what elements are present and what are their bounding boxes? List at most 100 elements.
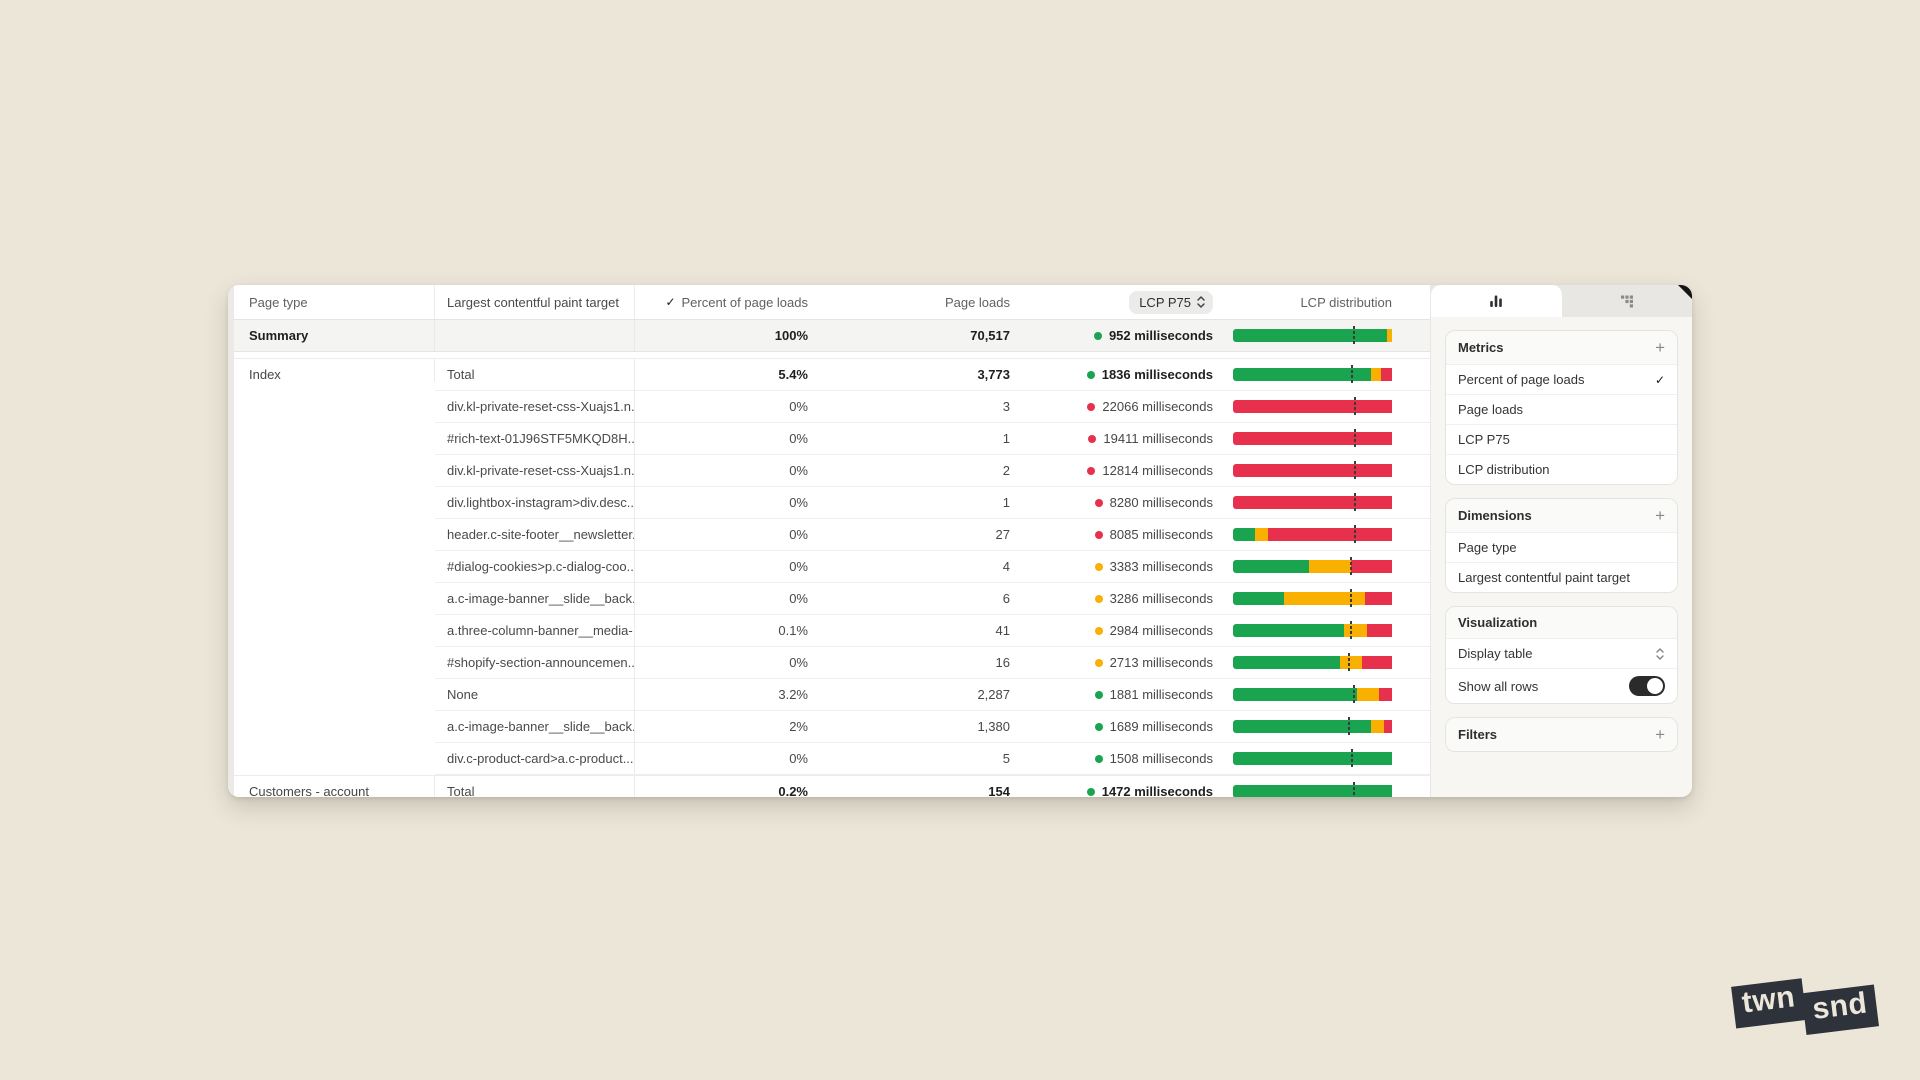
status-dot (1094, 626, 1103, 635)
lcp-distribution-cell (1225, 551, 1430, 582)
lcp-target-cell: None (435, 679, 635, 710)
lcp-p75-value: 22066 milliseconds (1102, 399, 1213, 414)
bar-segment-needs (1309, 560, 1351, 573)
add-filter-button[interactable]: + (1655, 725, 1665, 744)
tab-pivot-settings[interactable] (1562, 285, 1693, 317)
lcp-distribution-bar (1233, 365, 1392, 384)
pivot-grid-icon (1620, 295, 1633, 308)
lcp-distribution-bar (1233, 749, 1392, 768)
lcp-distribution-bar (1233, 525, 1392, 544)
lcp-p75-value: 8085 milliseconds (1109, 527, 1213, 542)
header-lcp-target-label: Largest contentful paint target (447, 294, 620, 310)
select-chevrons-icon (1656, 647, 1664, 660)
percent-cell: 0% (789, 751, 808, 766)
page-loads-cell: 2 (1002, 463, 1010, 478)
table-row: a.three-column-banner__media-... 0.1% 41 29… (435, 615, 1430, 647)
lcp-p75-value: 1472 milliseconds (1101, 784, 1213, 797)
header-page-type[interactable]: Page type (234, 285, 435, 319)
add-metric-button[interactable]: + (1655, 338, 1665, 357)
table-row: Total 0.2% 154 1472 milliseconds (435, 776, 1430, 797)
table-row: div.c-product-card>a.c-product... 0% 5 1508… (435, 743, 1430, 775)
metric-item-label: LCP P75 (1458, 432, 1510, 447)
lcp-p75-cell: 1689 milliseconds (1020, 711, 1225, 742)
lcp-p75-cell: 19411 milliseconds (1020, 423, 1225, 454)
bar-segment-needs (1283, 592, 1365, 605)
header-percent-label: Percent of page loads (681, 294, 808, 310)
status-dot (1094, 530, 1103, 539)
filters-card: Filters + (1445, 717, 1678, 752)
bar-segment-good (1233, 368, 1372, 381)
table-row: div.kl-private-reset-css-Xuajs1.n... 0% 3 2… (435, 391, 1430, 423)
bar-segment-good (1233, 688, 1358, 701)
sort-chevrons-icon (1197, 296, 1205, 308)
p75-marker-line (1348, 653, 1351, 672)
lcp-p75-value: 19411 milliseconds (1103, 431, 1213, 446)
section-gap (234, 352, 1430, 358)
percent-cell: 0% (789, 655, 808, 670)
header-page-loads[interactable]: Page loads (820, 285, 1020, 319)
lcp-p75-cell: 1472 milliseconds (1020, 776, 1225, 797)
status-dot (1094, 498, 1103, 507)
visualization-header: Visualization (1446, 607, 1677, 639)
p75-marker-line (1352, 685, 1355, 704)
page-loads-cell: 6 (1002, 591, 1010, 606)
lcp-distribution-cell (1225, 423, 1430, 454)
metric-item[interactable]: LCP distribution (1446, 455, 1677, 484)
bar-segment-good (1233, 656, 1340, 669)
page-loads-cell: 3,773 (977, 367, 1010, 382)
dimension-item-label: Largest contentful paint target (1458, 570, 1631, 585)
metric-item[interactable]: Page loads (1446, 395, 1677, 425)
summary-target-cell (435, 320, 635, 351)
lcp-p75-value: 3383 milliseconds (1109, 559, 1213, 574)
lcp-distribution-cell (1225, 679, 1430, 710)
status-dot (1086, 370, 1095, 379)
lcp-target-cell: div.kl-private-reset-css-Xuajs1.n... (435, 455, 635, 486)
table-header-row: Page type Largest contentful paint targe… (234, 285, 1430, 320)
tab-chart-settings[interactable] (1431, 285, 1562, 317)
summary-lcp-p75-value: 952 milliseconds (1108, 328, 1213, 343)
lcp-distribution-cell (1225, 359, 1430, 390)
header-lcp-distribution[interactable]: LCP distribution (1225, 285, 1430, 319)
lcp-p75-sort-button[interactable]: LCP P75 (1129, 290, 1213, 314)
metric-item[interactable]: LCP P75 (1446, 425, 1677, 455)
bar-segment-poor (1384, 720, 1392, 733)
group-rows: Total 5.4% 3,773 1836 milliseconds div.kl-pr… (435, 359, 1430, 775)
lcp-distribution-bar (1233, 429, 1392, 448)
dimensions-list: Page type Largest contentful paint target (1446, 533, 1677, 592)
summary-page-type: Summary (234, 320, 435, 351)
header-percent[interactable]: ✓ Percent of page loads (635, 285, 820, 319)
header-lcp-target[interactable]: Largest contentful paint target (435, 285, 635, 319)
add-dimension-button[interactable]: + (1655, 506, 1665, 525)
lcp-target-cell: #shopify-section-announcemen... (435, 647, 635, 678)
lcp-p75-cell: 3286 milliseconds (1020, 583, 1225, 614)
lcp-distribution-bar (1233, 621, 1392, 640)
p75-marker-line (1354, 429, 1357, 448)
visualization-title: Visualization (1458, 615, 1538, 630)
show-all-rows-label: Show all rows (1458, 678, 1539, 694)
twnsnd-logo: twn snd (1731, 970, 1879, 1043)
header-lcp-distribution-label: LCP distribution (1300, 294, 1392, 310)
bar-segment-poor (1267, 528, 1392, 541)
lcp-distribution-cell (1225, 487, 1430, 518)
bar-segment-needs (1344, 624, 1367, 637)
dimension-item[interactable]: Page type (1446, 533, 1677, 563)
dimensions-title: Dimensions (1458, 508, 1532, 523)
metric-item-label: Page loads (1458, 402, 1524, 417)
page-loads-cell: 27 (995, 527, 1010, 542)
lcp-distribution-bar (1233, 653, 1392, 672)
show-all-rows-toggle[interactable] (1629, 676, 1665, 696)
metric-item[interactable]: Percent of page loads ✓ (1446, 365, 1677, 395)
logo-right-box: snd (1801, 984, 1879, 1035)
percent-cell: 2% (789, 719, 808, 734)
lcp-p75-value: 1508 milliseconds (1109, 751, 1213, 766)
display-select[interactable]: Display table (1446, 639, 1677, 669)
bar-segment-poor (1379, 688, 1392, 701)
lcp-distribution-bar (1233, 397, 1392, 416)
dimension-item[interactable]: Largest contentful paint target (1446, 563, 1677, 592)
page-loads-cell: 1 (1002, 495, 1010, 510)
lcp-p75-value: 2984 milliseconds (1109, 623, 1213, 638)
table-row: header.c-site-footer__newsletter... 0% 27 8… (435, 519, 1430, 551)
corner-marker (1678, 285, 1692, 299)
lcp-p75-cell: 1508 milliseconds (1020, 743, 1225, 774)
lcp-distribution-bar (1233, 717, 1392, 736)
